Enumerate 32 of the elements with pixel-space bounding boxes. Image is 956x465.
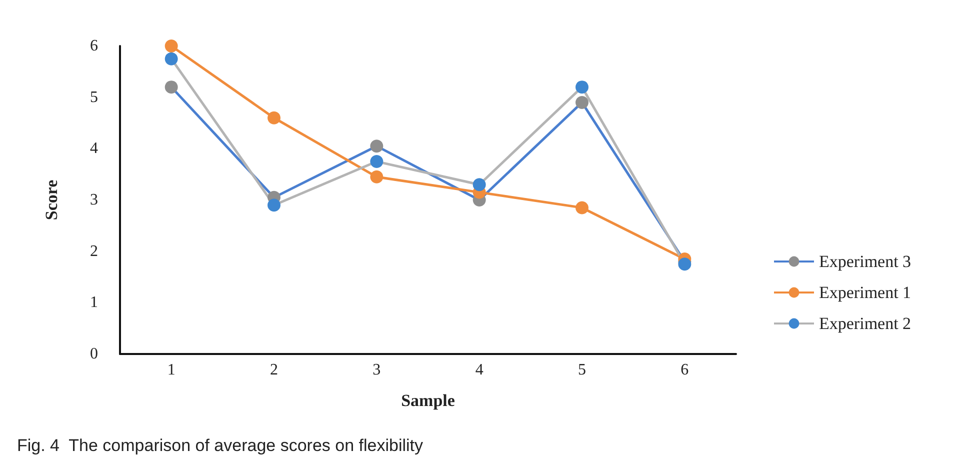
point <box>164 80 178 94</box>
x-tick-label: 1 <box>167 362 176 378</box>
y-tick-label: 0 <box>90 346 98 362</box>
y-tick-label: 5 <box>90 88 98 106</box>
x-tick-label: 4 <box>475 362 484 378</box>
caption: Fig. 4 The comparison of average scores on flexibility <box>17 436 424 455</box>
point <box>370 140 384 153</box>
legend-label: Experiment 2 <box>819 314 912 333</box>
x-tick-label: 2 <box>270 362 278 378</box>
point <box>576 80 588 94</box>
y-axis-title: Score <box>42 179 61 220</box>
point <box>268 198 280 212</box>
point <box>370 155 384 168</box>
legend-label: Experiment 3 <box>819 252 912 271</box>
y-tick-label: 4 <box>90 140 98 158</box>
point <box>576 96 588 109</box>
point <box>678 258 692 271</box>
y-tick-label: 6 <box>90 38 98 54</box>
legend-label: Experiment 1 <box>819 283 912 302</box>
point <box>370 170 384 184</box>
x-axis-title: Sample <box>401 391 456 410</box>
point <box>164 52 178 66</box>
y-tick-label: 2 <box>90 242 98 260</box>
x-tick-label: 6 <box>680 362 689 378</box>
point <box>164 40 178 52</box>
point <box>576 201 588 214</box>
x-tick-label: 3 <box>372 362 381 378</box>
x-tick-label: 5 <box>578 362 586 378</box>
y-tick-label: 3 <box>90 192 98 208</box>
y-tick-label: 1 <box>90 294 98 312</box>
point <box>268 111 280 124</box>
point <box>472 178 486 192</box>
